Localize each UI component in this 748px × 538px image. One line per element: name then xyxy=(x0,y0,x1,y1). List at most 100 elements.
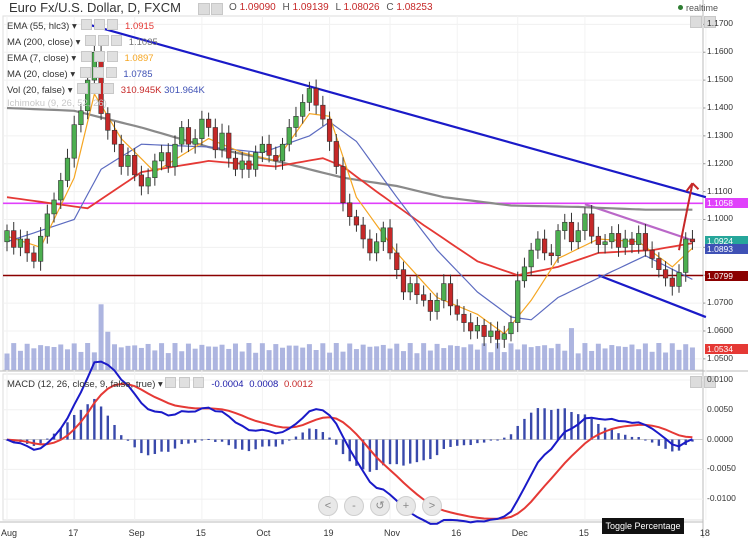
macd-legend[interactable]: MACD (12, 26, close, 9, false, true) ▾ -… xyxy=(7,377,313,390)
fullscreen-icon[interactable] xyxy=(690,16,702,28)
candle-body xyxy=(474,325,481,332)
settings-icon[interactable] xyxy=(198,3,210,15)
macd-histogram-bar xyxy=(267,439,271,447)
candle-body xyxy=(185,127,192,145)
volume-bar xyxy=(454,345,460,370)
volume-bar xyxy=(286,345,292,370)
macd-histogram-bar xyxy=(341,439,345,455)
legend-ichimoku[interactable]: Ichimoku (9, 26, 52, 26) xyxy=(7,98,107,109)
candle-body xyxy=(293,116,299,128)
close-icon[interactable] xyxy=(105,67,117,78)
volume-bar xyxy=(31,348,37,370)
volume-bar xyxy=(488,352,494,370)
volume-bar xyxy=(481,343,487,370)
macd-tick-label: 0.0050 xyxy=(707,403,733,414)
macd-histogram-bar xyxy=(140,439,143,454)
volume-bar xyxy=(468,344,474,370)
time-tick-label: Aug xyxy=(1,528,18,538)
volume-bar xyxy=(232,343,238,370)
volume-bar xyxy=(663,352,669,370)
candle-body xyxy=(629,238,635,245)
eye-icon[interactable] xyxy=(77,83,89,94)
chart-header: Euro Fx/U.S. Dollar, D, FXCM O 1.09090 H… xyxy=(0,0,748,16)
macd-fullscreen-icon[interactable] xyxy=(690,376,702,388)
volume-bar xyxy=(548,348,554,370)
legend-value-2: 301.964K xyxy=(164,85,205,96)
legend-volume[interactable]: Vol (20, false) ▾ 310.945K 301.964K xyxy=(7,83,205,96)
reset-button[interactable]: ↺ xyxy=(370,496,390,516)
symbol-title[interactable]: Euro Fx/U.S. Dollar, D, FXCM xyxy=(9,0,181,15)
close-icon[interactable] xyxy=(211,3,223,15)
close-icon[interactable] xyxy=(111,35,123,46)
volume-bar xyxy=(461,347,467,370)
candle-body xyxy=(51,199,57,215)
volume-bar xyxy=(91,352,97,370)
legend-ma200[interactable]: MA (200, close) ▾ 1.1035 xyxy=(7,35,158,48)
gear-icon[interactable] xyxy=(98,35,110,46)
scroll-left-button[interactable]: < xyxy=(318,496,338,516)
volume-bar xyxy=(501,352,507,370)
close-value: 1.08253 xyxy=(396,2,433,13)
collapse-icon[interactable] xyxy=(704,16,716,28)
candle-body xyxy=(555,230,561,257)
close-icon[interactable] xyxy=(192,377,204,388)
legend-label: Vol (20, false) xyxy=(7,85,66,96)
gear-icon[interactable] xyxy=(93,51,105,62)
zoom-in-button[interactable]: + xyxy=(396,496,416,516)
candle-body xyxy=(105,113,111,131)
zoom-out-button[interactable]: - xyxy=(344,496,364,516)
close-icon[interactable] xyxy=(103,83,115,94)
gear-icon[interactable] xyxy=(90,83,102,94)
legend-ema7[interactable]: EMA (7, close) ▾ 1.0897 xyxy=(7,51,154,64)
volume-bar xyxy=(145,343,151,370)
close-icon[interactable] xyxy=(107,19,119,30)
candle-body xyxy=(286,127,292,145)
macd-histogram-bar xyxy=(113,424,116,440)
toggle-percentage-button[interactable]: Toggle Percentage xyxy=(602,518,684,534)
volume-bar xyxy=(528,347,534,370)
macd-histogram-bar xyxy=(402,439,405,466)
volume-bar xyxy=(521,344,527,370)
eye-icon[interactable] xyxy=(165,377,177,388)
macd-histogram-bar xyxy=(86,404,89,440)
macd-histogram-bar xyxy=(556,408,560,440)
eye-icon[interactable] xyxy=(85,35,97,46)
channel-upper-line xyxy=(584,203,693,242)
macd-histogram-bar xyxy=(375,439,378,471)
price-tag: 1.0924 xyxy=(705,235,748,246)
scroll-right-button[interactable]: > xyxy=(422,496,442,516)
candle-body xyxy=(111,129,118,145)
eye-icon[interactable] xyxy=(81,19,93,30)
macd-collapse-icon[interactable] xyxy=(704,376,716,388)
candle-body xyxy=(501,333,507,340)
gear-icon[interactable] xyxy=(92,67,104,78)
candle-body xyxy=(192,138,198,145)
volume-bar xyxy=(159,343,165,370)
macd-histogram-bar xyxy=(227,439,230,446)
volume-bar xyxy=(78,351,84,370)
time-tick-label: 17 xyxy=(68,528,79,538)
gear-icon[interactable] xyxy=(179,377,191,388)
volume-bar xyxy=(226,348,232,370)
legend-ma20[interactable]: MA (20, close) ▾ 1.0785 xyxy=(7,67,153,80)
eye-icon[interactable] xyxy=(79,67,91,78)
volume-bar xyxy=(266,350,272,370)
macd-histogram-bar xyxy=(630,436,634,440)
gear-icon[interactable] xyxy=(94,19,106,30)
low-value: 1.08026 xyxy=(343,2,380,13)
close-icon[interactable] xyxy=(106,51,118,62)
candle-body xyxy=(373,241,380,254)
macd-histogram-bar xyxy=(577,414,580,440)
volume-bar xyxy=(112,344,118,370)
macd-histogram-bar xyxy=(187,439,190,444)
macd-histogram-bar xyxy=(361,439,365,470)
candle-body xyxy=(24,238,30,254)
volume-bar xyxy=(427,350,433,370)
volume-bar xyxy=(98,304,104,370)
legend-ema55[interactable]: EMA (55, hlc3) ▾ 1.0915 xyxy=(7,19,155,32)
legend-label: EMA (7, close) xyxy=(7,53,69,64)
candle-body xyxy=(400,269,407,293)
macd-histogram-bar xyxy=(193,439,197,443)
eye-icon[interactable] xyxy=(80,51,92,62)
volume-bar xyxy=(11,343,17,370)
